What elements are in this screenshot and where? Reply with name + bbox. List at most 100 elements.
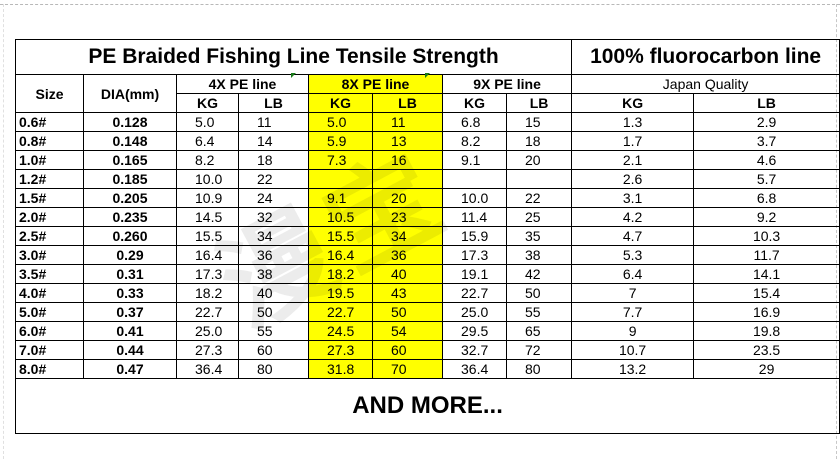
kg-header-8x: KG — [308, 93, 373, 113]
size-cell: 3.5# — [15, 264, 84, 284]
lb-4x-cell: 18 — [238, 150, 309, 170]
lb-9x-cell: 20 — [505, 150, 573, 170]
dia-cell: 0.37 — [83, 302, 177, 322]
dia-cell: 0.185 — [83, 169, 177, 189]
table-row: 2.5# 0.260 15.5 34 15.5 34 15.9 35 4.7 10.3 — [15, 226, 840, 246]
kg-4x-cell: 27.3 — [176, 340, 239, 360]
size-cell: 1.2# — [15, 169, 84, 189]
kg-9x-cell: 15.9 — [442, 226, 507, 246]
lb-fluorocarbon-cell: 2.9 — [693, 112, 840, 132]
kg-fluorocarbon-cell: 6.4 — [571, 264, 695, 284]
lb-4x-cell: 55 — [238, 321, 309, 341]
kg-9x-cell: 22.7 — [442, 283, 507, 303]
kg-9x-cell: 25.0 — [442, 302, 507, 322]
lb-fluorocarbon-cell: 9.2 — [693, 207, 840, 227]
dia-cell: 0.128 — [83, 112, 177, 132]
kg-8x-cell: 19.5 — [308, 283, 373, 303]
kg-4x-cell: 25.0 — [176, 321, 239, 341]
dia-cell: 0.165 — [83, 150, 177, 170]
kg-fluorocarbon-cell: 1.3 — [571, 112, 695, 132]
kg-8x-cell: 31.8 — [308, 359, 373, 379]
lb-4x-cell: 50 — [238, 302, 309, 322]
lb-8x-cell: 43 — [372, 283, 443, 303]
size-cell: 0.6# — [15, 112, 84, 132]
lb-fluorocarbon-cell: 19.8 — [693, 321, 840, 341]
lb-8x-cell: 11 — [372, 112, 443, 132]
kg-8x-cell: 18.2 — [308, 264, 373, 284]
lb-8x-cell: 34 — [372, 226, 443, 246]
lb-4x-cell: 80 — [238, 359, 309, 379]
kg-9x-cell: 8.2 — [442, 131, 507, 151]
size-cell: 6.0# — [15, 321, 84, 341]
kg-4x-cell: 22.7 — [176, 302, 239, 322]
lb-9x-cell: 35 — [505, 226, 573, 246]
kg-4x-cell: 5.0 — [176, 112, 239, 132]
size-cell: 0.8# — [15, 131, 84, 151]
table-row: 3.0# 0.29 16.4 36 16.4 36 17.3 38 5.3 11.7 — [15, 245, 840, 265]
kg-4x-cell: 8.2 — [176, 150, 239, 170]
kg-8x-cell: 5.9 — [308, 131, 373, 151]
kg-9x-cell: 10.0 — [442, 188, 507, 208]
lb-4x-cell: 60 — [238, 340, 309, 360]
group-header-row: Size DIA(mm) 4X PE line 8X PE line 9X PE… — [15, 74, 840, 113]
lb-9x-cell: 18 — [505, 131, 573, 151]
tensile-strength-table: PE Braided Fishing Line Tensile Strength… — [14, 39, 840, 434]
table-row: 4.0# 0.33 18.2 40 19.5 43 22.7 50 7 15.4 — [15, 283, 840, 303]
size-header: Size — [15, 74, 84, 113]
table-row: 1.2# 0.185 10.0 22 2.6 5.7 — [15, 169, 840, 189]
kg-4x-cell: 6.4 — [176, 131, 239, 151]
kg-8x-cell: 15.5 — [308, 226, 373, 246]
size-cell: 2.0# — [15, 207, 84, 227]
footer-row: AND MORE... — [14, 378, 840, 434]
lb-header-fluorocarbon: LB — [693, 93, 840, 113]
kg-9x-cell: 6.8 — [442, 112, 507, 132]
size-cell: 4.0# — [15, 283, 84, 303]
lb-4x-cell: 38 — [238, 264, 309, 284]
lb-9x-cell: 55 — [505, 302, 573, 322]
lb-fluorocarbon-cell: 5.7 — [693, 169, 840, 189]
lb-9x-cell: 50 — [505, 283, 573, 303]
kg-8x-cell: 10.5 — [308, 207, 373, 227]
table-row: 7.0# 0.44 27.3 60 27.3 60 32.7 72 10.7 23.5 — [15, 340, 840, 360]
lb-4x-cell: 40 — [238, 283, 309, 303]
lb-fluorocarbon-cell: 14.1 — [693, 264, 840, 284]
dia-header: DIA(mm) — [83, 74, 177, 113]
kg-9x-cell: 32.7 — [442, 340, 507, 360]
size-cell: 5.0# — [15, 302, 84, 322]
table-title: PE Braided Fishing Line Tensile Strength — [14, 39, 573, 75]
lb-8x-cell: 70 — [372, 359, 443, 379]
kg-4x-cell: 16.4 — [176, 245, 239, 265]
table-row: 0.6# 0.128 5.0 11 5.0 11 6.8 15 1.3 2.9 — [15, 112, 840, 132]
kg-8x-cell: 5.0 — [308, 112, 373, 132]
kg-header-fluorocarbon: KG — [571, 93, 695, 113]
kg-fluorocarbon-cell: 7.7 — [571, 302, 695, 322]
kg-9x-cell: 11.4 — [442, 207, 507, 227]
lb-9x-cell: 42 — [505, 264, 573, 284]
cell-marker — [291, 73, 296, 78]
kg-9x-cell — [442, 169, 507, 189]
and-more-text: AND MORE... — [14, 378, 840, 434]
lb-8x-cell: 16 — [372, 150, 443, 170]
kg-fluorocarbon-cell: 4.7 — [571, 226, 695, 246]
lb-8x-cell: 20 — [372, 188, 443, 208]
table-row: 8.0# 0.47 36.4 80 31.8 70 36.4 80 13.2 29 — [15, 359, 840, 379]
kg-8x-cell: 24.5 — [308, 321, 373, 341]
lb-9x-cell: 15 — [505, 112, 573, 132]
kg-fluorocarbon-cell: 4.2 — [571, 207, 695, 227]
kg-4x-cell: 14.5 — [176, 207, 239, 227]
kg-4x-cell: 10.0 — [176, 169, 239, 189]
lb-8x-cell: 23 — [372, 207, 443, 227]
kg-9x-cell: 17.3 — [442, 245, 507, 265]
table-row: 1.0# 0.165 8.2 18 7.3 16 9.1 20 2.1 4.6 — [15, 150, 840, 170]
dia-cell: 0.44 — [83, 340, 177, 360]
lb-9x-cell: 72 — [505, 340, 573, 360]
lb-header-8x: LB — [372, 93, 443, 113]
lb-9x-cell: 38 — [505, 245, 573, 265]
table-row: 0.8# 0.148 6.4 14 5.9 13 8.2 18 1.7 3.7 — [15, 131, 840, 151]
lb-4x-cell: 14 — [238, 131, 309, 151]
dia-cell: 0.148 — [83, 131, 177, 151]
kg-4x-cell: 10.9 — [176, 188, 239, 208]
dia-cell: 0.31 — [83, 264, 177, 284]
group-header-fluorocarbon: Japan Quality — [571, 74, 840, 94]
lb-8x-cell: 36 — [372, 245, 443, 265]
